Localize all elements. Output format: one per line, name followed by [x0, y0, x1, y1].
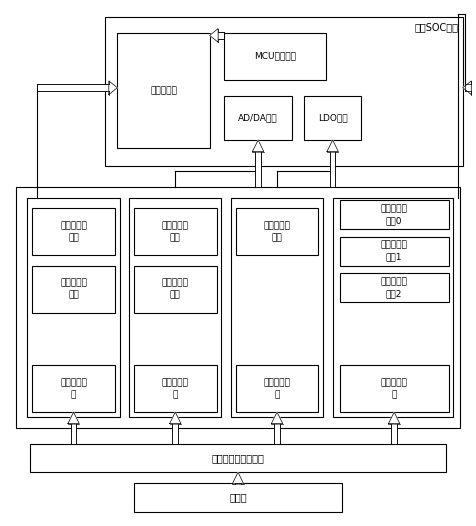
Bar	[340, 237, 448, 266]
Text: 计算机: 计算机	[229, 492, 247, 502]
Bar	[304, 96, 361, 140]
Polygon shape	[327, 140, 338, 151]
Bar	[340, 274, 448, 302]
Bar	[37, 84, 109, 91]
Polygon shape	[388, 412, 400, 423]
Text: 时钟域控制
器: 时钟域控制 器	[60, 378, 87, 399]
Bar	[333, 198, 453, 417]
Polygon shape	[169, 412, 181, 423]
Bar	[28, 198, 119, 417]
Bar	[134, 208, 217, 255]
Bar	[71, 423, 76, 443]
Text: 数字测试子
系统: 数字测试子 系统	[162, 221, 189, 242]
Bar	[32, 208, 115, 255]
Bar	[172, 423, 178, 443]
Bar	[224, 96, 292, 140]
Bar	[274, 423, 280, 443]
Bar	[236, 208, 318, 255]
Bar	[30, 443, 446, 472]
Bar	[231, 198, 323, 417]
Bar	[330, 151, 336, 187]
Text: 内存检测子
系统: 内存检测子 系统	[60, 279, 87, 300]
Text: AD/DA模块: AD/DA模块	[238, 113, 278, 123]
Text: 数字测试子
系统0: 数字测试子 系统0	[381, 204, 407, 225]
Bar	[236, 365, 318, 412]
Polygon shape	[209, 28, 218, 42]
Text: 系统总时钟域控制器: 系统总时钟域控制器	[211, 453, 265, 463]
Bar	[340, 200, 448, 229]
Bar	[134, 483, 342, 511]
Bar	[106, 17, 463, 166]
Text: 待测SOC芯片: 待测SOC芯片	[414, 22, 458, 32]
Bar	[129, 198, 221, 417]
Bar	[391, 423, 397, 443]
Bar	[340, 365, 448, 412]
Bar	[32, 266, 115, 312]
Polygon shape	[68, 412, 79, 423]
Text: 时钟域控制
器: 时钟域控制 器	[381, 378, 407, 399]
Bar	[32, 365, 115, 412]
Bar	[134, 266, 217, 312]
Polygon shape	[252, 140, 264, 151]
Text: 数字测试子
系统2: 数字测试子 系统2	[381, 277, 407, 298]
Text: 混合信号子
系统: 混合信号子 系统	[162, 279, 189, 300]
Bar	[255, 151, 261, 187]
Text: MCU微控制器: MCU微控制器	[254, 52, 296, 61]
Text: 数字测试子
系统1: 数字测试子 系统1	[381, 241, 407, 261]
Polygon shape	[109, 81, 117, 95]
Bar	[235, 483, 241, 484]
Text: LDO模块: LDO模块	[318, 113, 347, 123]
Bar	[465, 84, 471, 91]
Text: 时钟域控制
器: 时钟域控制 器	[264, 378, 290, 399]
Text: 时钟域控制
器: 时钟域控制 器	[162, 378, 189, 399]
Bar	[218, 32, 224, 39]
Text: 快闪存储器: 快闪存储器	[150, 86, 177, 95]
Bar	[134, 365, 217, 412]
Polygon shape	[271, 412, 283, 423]
Bar	[224, 33, 326, 80]
Polygon shape	[232, 472, 244, 484]
Bar	[16, 187, 460, 428]
Text: 模拟信号子
系统: 模拟信号子 系统	[264, 221, 290, 242]
Bar	[117, 33, 209, 148]
Text: 数字测试子
系统: 数字测试子 系统	[60, 221, 87, 242]
Polygon shape	[463, 81, 471, 95]
